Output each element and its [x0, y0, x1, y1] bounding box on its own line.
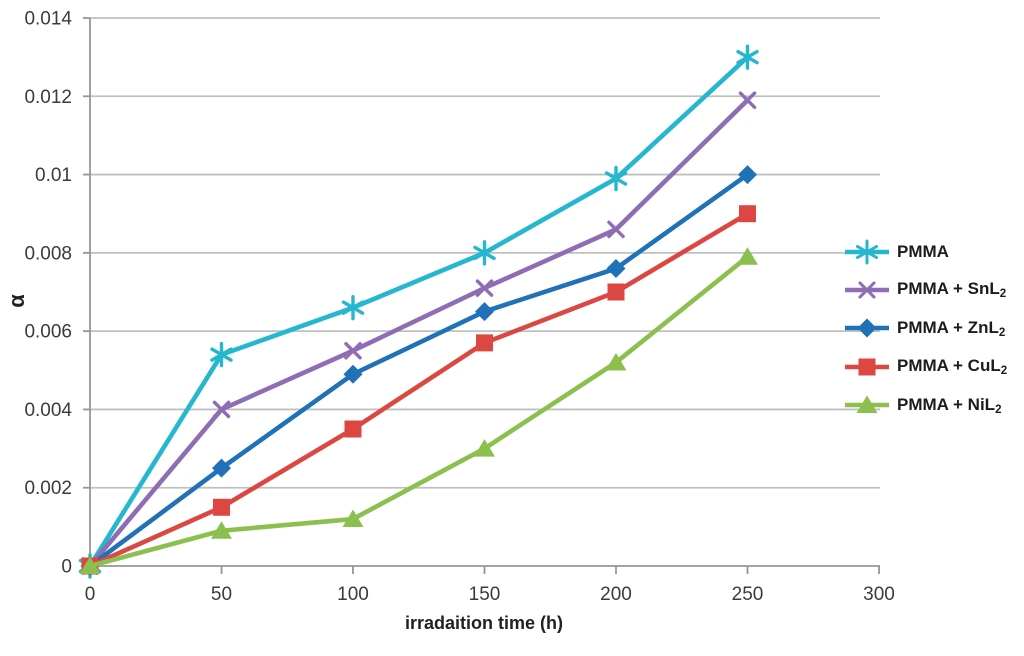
- data-point: [739, 205, 756, 223]
- data-point: [343, 364, 363, 384]
- series-line: [87, 211, 750, 569]
- x-tick-label: 100: [337, 584, 369, 605]
- x-tick-label: 300: [863, 584, 895, 605]
- y-axis-title: α: [4, 294, 29, 308]
- data-point: [606, 259, 626, 279]
- legend-label: PMMA + ZnL2: [897, 317, 1006, 339]
- x-tick-label: 150: [469, 584, 501, 605]
- data-point: [344, 420, 362, 438]
- legend-marker-diamond-icon: [845, 318, 889, 338]
- x-axis: 0 50 100 150 200 250 300: [85, 565, 895, 605]
- legend-marker-square-icon: [845, 358, 889, 376]
- legend-item-pmma-snl2: PMMA + SnL2: [845, 277, 1006, 303]
- legend-item-pmma-cul2: PMMA + CuL2: [845, 354, 1007, 380]
- y-tick-label: 0.008: [24, 243, 72, 264]
- x-tick-label: 50: [211, 584, 232, 605]
- legend-item-pmma-nil2: PMMA + NiL2: [845, 392, 1002, 418]
- data-point: [604, 165, 628, 192]
- data-point: [475, 279, 494, 297]
- data-point: [475, 302, 494, 322]
- y-tick-label: 0.014: [24, 9, 72, 30]
- data-point: [473, 240, 496, 266]
- data-point: [607, 283, 625, 301]
- x-axis-title: irradaition time (h): [404, 613, 563, 633]
- data-point: [210, 341, 233, 368]
- data-point: [736, 44, 759, 70]
- data-point: [79, 556, 101, 574]
- y-tick-label: 0.002: [24, 478, 72, 499]
- series-line: [87, 254, 750, 569]
- data-point: [607, 220, 625, 239]
- series-line: [87, 97, 750, 569]
- data-point: [738, 91, 757, 109]
- data-point: [738, 165, 757, 185]
- legend-marker-asterisk-icon: [845, 239, 889, 264]
- y-tick-label: 0: [61, 557, 72, 578]
- data-point: [474, 439, 495, 457]
- x-tick-label: 200: [600, 584, 632, 605]
- data-point: [737, 247, 758, 265]
- y-axis: 0 0.002 0.004 0.006 0.008 0.01 0.012 0.014: [24, 9, 91, 578]
- series-pmma-nil2: [79, 247, 758, 574]
- legend-label: PMMA: [897, 241, 949, 261]
- legend-label: PMMA + CuL2: [897, 356, 1008, 378]
- data-point: [211, 521, 232, 539]
- series-line: [87, 54, 750, 569]
- legend-label-subscript: 2: [1000, 365, 1008, 378]
- legend-label: PMMA + SnL2: [897, 279, 1007, 301]
- x-tick-label: 0: [85, 584, 96, 605]
- legend-item-pmma: PMMA: [845, 239, 949, 265]
- series-pmma-cul2: [81, 205, 756, 575]
- data-point: [344, 341, 362, 360]
- series-line: [87, 172, 750, 569]
- y-tick-label: 0.012: [24, 87, 72, 108]
- y-tick-label: 0.004: [24, 400, 72, 421]
- legend-item-pmma-znl2: PMMA + ZnL2: [845, 315, 1005, 341]
- legend-marker-x-icon: [845, 281, 889, 299]
- data-point: [213, 498, 230, 516]
- legend-label-subscript: 2: [995, 403, 1002, 416]
- data-point: [212, 400, 231, 419]
- data-point: [342, 509, 364, 528]
- y-tick-label: 0.01: [35, 165, 72, 186]
- legend-label-subscript: 2: [999, 288, 1007, 301]
- data-point: [212, 458, 231, 478]
- x-tick-label: 250: [732, 584, 764, 605]
- legend: PMMA PMMA + SnL2 PMMA + ZnL2 PMMA + CuL2 PMM…: [845, 0, 1024, 656]
- data-point: [476, 334, 493, 352]
- legend-label: PMMA + NiL2: [897, 394, 1002, 416]
- series-pmma-znl2: [80, 165, 757, 576]
- data-point: [605, 352, 627, 371]
- legend-label-subscript: 2: [998, 326, 1006, 339]
- data-point: [341, 294, 365, 321]
- y-tick-label: 0.006: [24, 322, 72, 343]
- legend-marker-triangle-icon: [845, 395, 889, 414]
